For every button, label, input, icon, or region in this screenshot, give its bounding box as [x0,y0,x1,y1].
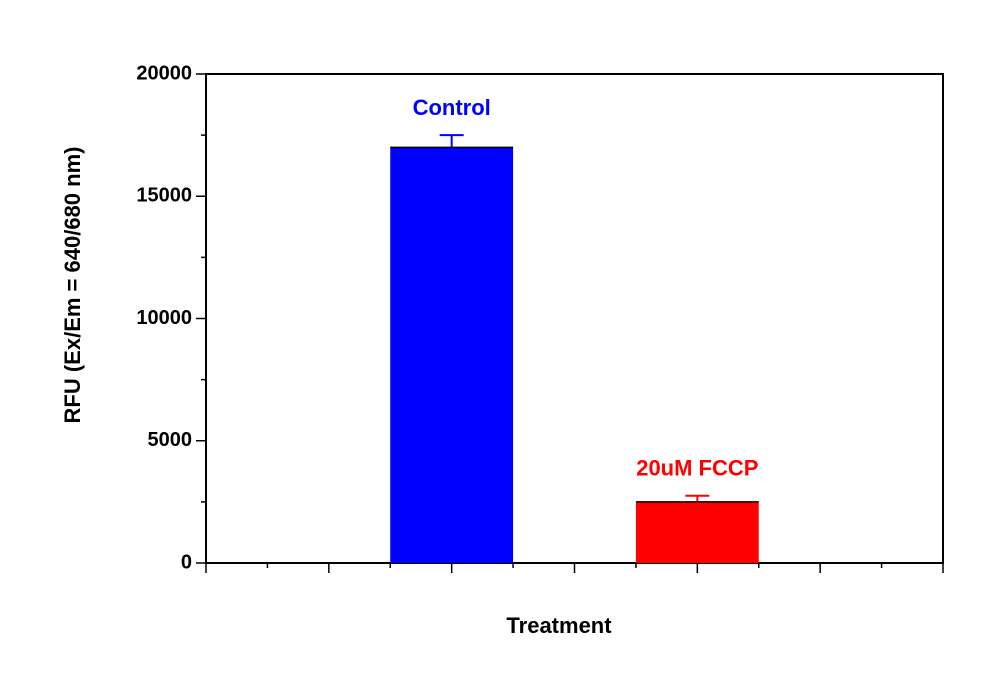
y-tick-label: 0 [181,551,192,573]
y-tick-label: 20000 [136,62,192,84]
bar [635,501,759,563]
y-tick-label: 5000 [148,429,193,451]
y-tick-label: 10000 [136,307,192,329]
y-tick-label: 15000 [136,185,192,207]
bar-label: Control [413,95,491,120]
bar [390,147,514,563]
bar-label: 20uM FCCP [636,456,758,481]
x-axis-title: Treatment [506,613,612,638]
y-axis-title: RFU (Ex/Em = 640/680 nm) [60,147,85,424]
plot-frame [205,73,944,564]
